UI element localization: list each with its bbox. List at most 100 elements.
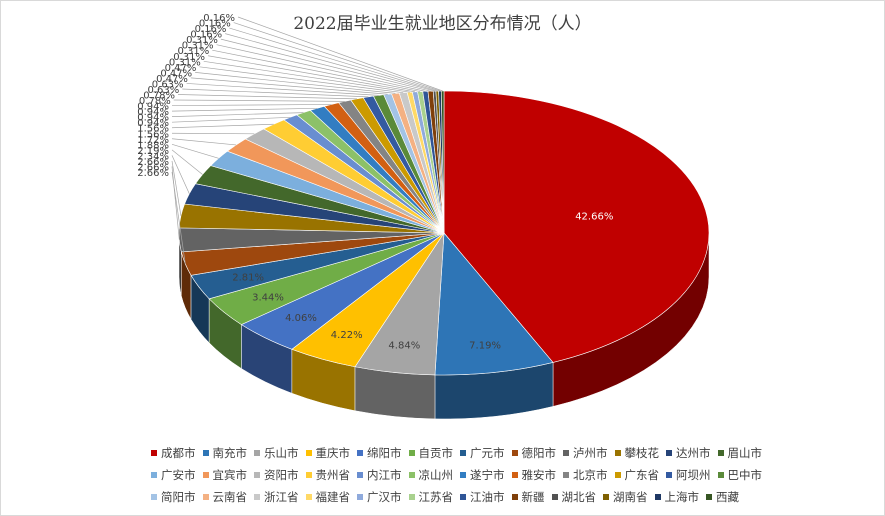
data-label: 0.63% bbox=[152, 79, 184, 90]
legend-item-凉山州: 凉山州 bbox=[408, 467, 453, 483]
legend-label: 云南省 bbox=[212, 490, 248, 504]
legend-swatch bbox=[511, 450, 518, 456]
legend-label: 雅安市 bbox=[521, 468, 557, 482]
legend-label: 攀枝花 bbox=[624, 446, 660, 460]
legend-item-重庆市: 重庆市 bbox=[305, 445, 350, 461]
legend-label: 湖北省 bbox=[561, 490, 597, 504]
legend-swatch bbox=[151, 450, 157, 456]
legend-item-西藏: 西藏 bbox=[706, 489, 739, 505]
legend-swatch bbox=[151, 472, 157, 478]
data-label: 0.78% bbox=[143, 91, 175, 102]
legend-swatch bbox=[408, 472, 415, 478]
legend-item-德阳市: 德阳市 bbox=[511, 445, 556, 461]
data-label: 4.06% bbox=[285, 313, 317, 324]
legend-swatch bbox=[717, 450, 724, 456]
legend-label: 乐山市 bbox=[264, 446, 299, 460]
leader-line bbox=[171, 112, 304, 117]
pie-slice-成都市 bbox=[443, 90, 710, 363]
pie-slice-南充市 bbox=[434, 232, 554, 376]
leader-line bbox=[171, 155, 190, 194]
data-label: 0.63% bbox=[148, 85, 180, 96]
data-label: 1.88% bbox=[137, 140, 169, 151]
legend-swatch bbox=[717, 472, 724, 478]
leader-line bbox=[171, 107, 318, 112]
legend-item-泸州市: 泸州市 bbox=[563, 445, 608, 461]
data-label: 3.44% bbox=[252, 292, 284, 303]
data-label: 0.94% bbox=[137, 107, 169, 118]
legend-swatch bbox=[551, 494, 558, 500]
leader-line bbox=[203, 60, 410, 93]
leader-line bbox=[177, 94, 358, 100]
data-label: 2.19% bbox=[137, 146, 169, 157]
data-label: 1.56% bbox=[137, 124, 169, 135]
legend-item-简阳市: 简阳市 bbox=[151, 489, 196, 505]
legend-swatch bbox=[666, 472, 672, 478]
legend-item-遂宁市: 遂宁市 bbox=[460, 467, 505, 483]
leader-line bbox=[171, 143, 219, 159]
legend-swatch bbox=[254, 472, 260, 478]
legend-label: 巴中市 bbox=[727, 468, 763, 482]
data-label: 0.94% bbox=[137, 113, 169, 124]
leader-line bbox=[171, 132, 255, 135]
legend-swatch bbox=[254, 494, 260, 500]
legend-swatch bbox=[202, 494, 209, 500]
leader-line bbox=[173, 99, 345, 102]
legend-item-绵阳市: 绵阳市 bbox=[357, 445, 402, 461]
data-label: 0.31% bbox=[182, 41, 214, 52]
legend-label: 新疆 bbox=[521, 490, 545, 504]
legend-label: 广安市 bbox=[161, 468, 196, 482]
leader-line bbox=[199, 66, 404, 94]
chart-legend: 成都市 南充市 乐山市 重庆市 绵阳市 自贡市 广元市 德阳市 泸州市 攀枝花 达州市 眉山市 广安市 宜… bbox=[151, 445, 791, 505]
legend-swatch bbox=[305, 450, 312, 456]
legend-swatch bbox=[357, 450, 363, 456]
legend-label: 绵阳市 bbox=[367, 446, 402, 460]
legend-item-广东省: 广东省 bbox=[614, 467, 659, 483]
legend-item-雅安市: 雅安市 bbox=[511, 467, 557, 483]
legend-label: 广汉市 bbox=[367, 490, 402, 504]
legend-item-南充市: 南充市 bbox=[202, 445, 248, 461]
legend-item-广汉市: 广汉市 bbox=[357, 489, 402, 505]
leader-line bbox=[171, 123, 274, 129]
leader-line bbox=[220, 38, 431, 92]
legend-swatch bbox=[357, 494, 363, 500]
legend-label: 广元市 bbox=[470, 446, 505, 460]
data-label: 0.31% bbox=[173, 52, 205, 63]
legend-label: 江油市 bbox=[470, 490, 505, 504]
legend-label: 遂宁市 bbox=[470, 468, 505, 482]
legend-item-福建省: 福建省 bbox=[305, 489, 350, 505]
data-label: 0.16% bbox=[195, 24, 227, 35]
legend-label: 南充市 bbox=[212, 446, 248, 460]
legend-label: 贵州省 bbox=[315, 468, 351, 482]
data-label: 2.66% bbox=[137, 168, 169, 179]
legend-swatch bbox=[202, 472, 209, 478]
legend-item-成都市: 成都市 bbox=[151, 445, 196, 461]
legend-swatch bbox=[614, 472, 621, 478]
data-label: 0.16% bbox=[190, 30, 222, 41]
data-label: 2.34% bbox=[137, 151, 169, 162]
data-label: 0.31% bbox=[169, 57, 201, 68]
legend-swatch bbox=[202, 450, 209, 456]
legend-label: 成都市 bbox=[161, 446, 196, 460]
legend-swatch bbox=[666, 450, 672, 456]
legend-item-内江市: 内江市 bbox=[357, 467, 402, 483]
legend-swatch bbox=[460, 494, 466, 500]
legend-item-乐山市: 乐山市 bbox=[254, 445, 299, 461]
data-label: 42.66% bbox=[575, 212, 613, 223]
legend-label: 阿坝州 bbox=[676, 468, 711, 482]
data-label: 4.84% bbox=[388, 341, 420, 352]
legend-item-自贡市: 自贡市 bbox=[408, 445, 454, 461]
legend-item-攀枝花: 攀枝花 bbox=[614, 445, 660, 461]
data-label: 7.19% bbox=[469, 340, 501, 351]
data-label: 2.66% bbox=[137, 157, 169, 168]
legend-item-新疆: 新疆 bbox=[511, 489, 545, 505]
legend-label: 自贡市 bbox=[418, 446, 454, 460]
data-label: 0.47% bbox=[160, 68, 192, 79]
legend-item-江苏省: 江苏省 bbox=[408, 489, 453, 505]
legend-label: 上海市 bbox=[664, 490, 700, 504]
legend-swatch bbox=[511, 494, 518, 500]
legend-swatch bbox=[305, 472, 312, 478]
data-label: 2.81% bbox=[232, 272, 264, 283]
legend-label: 简阳市 bbox=[161, 490, 196, 504]
legend-label: 达州市 bbox=[676, 446, 711, 460]
